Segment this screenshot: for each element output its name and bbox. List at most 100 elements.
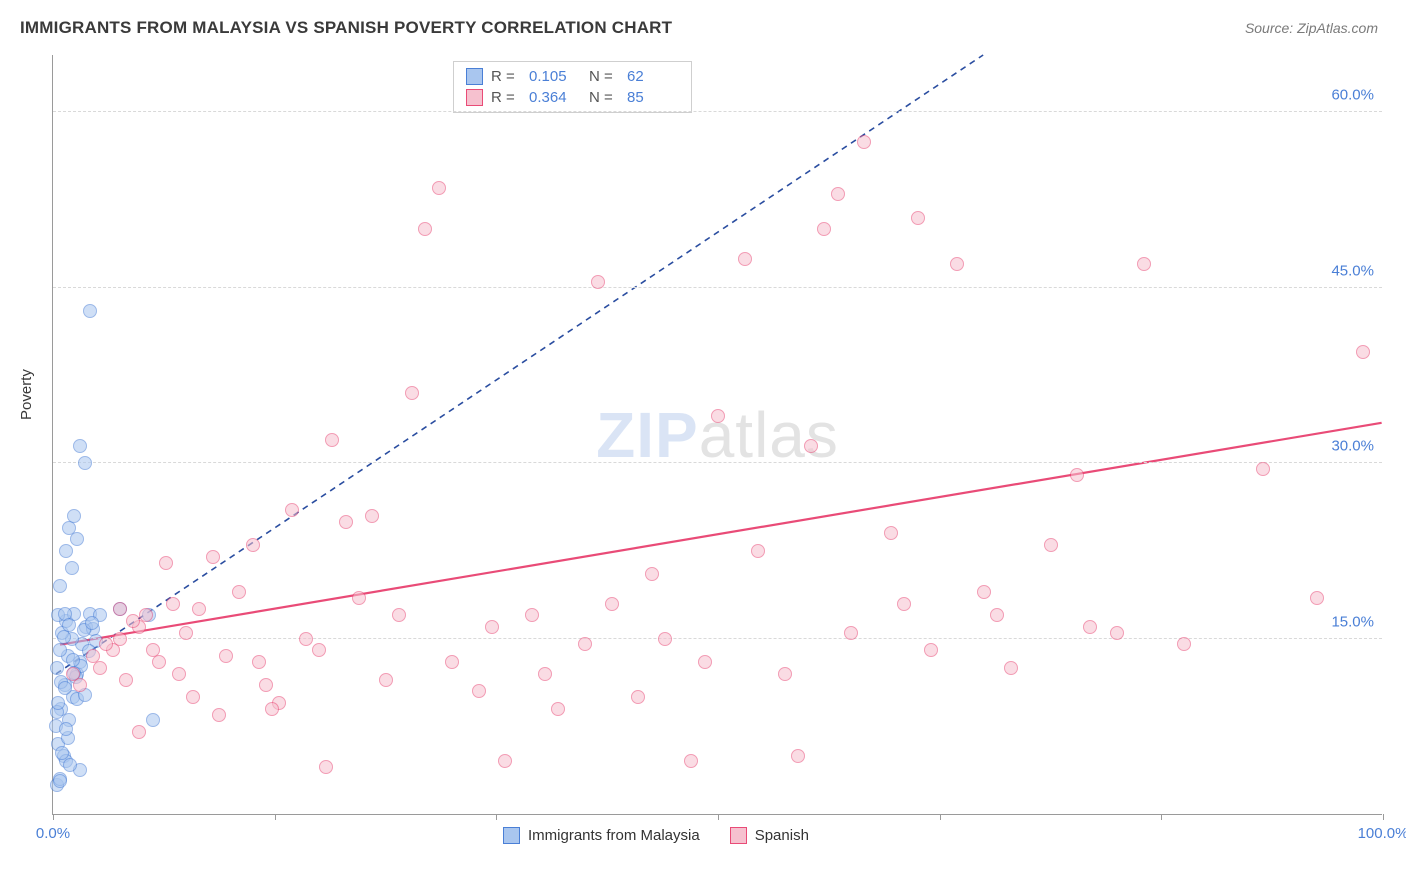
scatter-point-spanish <box>146 643 160 657</box>
scatter-point-malaysia <box>50 661 64 675</box>
legend-swatch <box>730 827 747 844</box>
scatter-point-spanish <box>578 637 592 651</box>
scatter-point-spanish <box>159 556 173 570</box>
scatter-point-malaysia <box>53 579 67 593</box>
scatter-point-spanish <box>791 749 805 763</box>
scatter-point-spanish <box>126 614 140 628</box>
x-tick-label: 100.0% <box>1358 825 1406 842</box>
scatter-point-spanish <box>73 678 87 692</box>
scatter-point-malaysia <box>83 304 97 318</box>
scatter-point-spanish <box>299 632 313 646</box>
scatter-point-malaysia <box>53 643 67 657</box>
y-tick-label: 30.0% <box>1331 438 1374 455</box>
y-axis-label: Poverty <box>18 369 35 420</box>
scatter-point-spanish <box>113 632 127 646</box>
scatter-point-spanish <box>206 550 220 564</box>
scatter-point-spanish <box>1177 637 1191 651</box>
scatter-point-spanish <box>352 591 366 605</box>
scatter-point-spanish <box>977 585 991 599</box>
gridline <box>53 111 1382 112</box>
legend-r-value: 0.364 <box>529 89 581 106</box>
scatter-point-spanish <box>911 211 925 225</box>
scatter-point-spanish <box>1137 257 1151 271</box>
y-tick-label: 60.0% <box>1331 87 1374 104</box>
scatter-point-spanish <box>751 544 765 558</box>
scatter-point-spanish <box>538 667 552 681</box>
scatter-point-spanish <box>259 678 273 692</box>
scatter-point-spanish <box>339 515 353 529</box>
scatter-point-spanish <box>119 673 133 687</box>
scatter-point-spanish <box>1070 468 1084 482</box>
scatter-point-malaysia <box>67 509 81 523</box>
scatter-point-spanish <box>1083 620 1097 634</box>
x-tick-mark <box>53 814 54 820</box>
scatter-point-spanish <box>645 567 659 581</box>
legend-bottom-item: Spanish <box>730 827 809 844</box>
legend-bottom-item: Immigrants from Malaysia <box>503 827 700 844</box>
legend-n-value: 85 <box>627 89 679 106</box>
scatter-point-malaysia <box>58 681 72 695</box>
scatter-point-spanish <box>884 526 898 540</box>
legend-r-value: 0.105 <box>529 68 581 85</box>
scatter-point-spanish <box>698 655 712 669</box>
legend-n-label: N = <box>589 68 619 85</box>
legend-series-label: Spanish <box>755 827 809 844</box>
scatter-point-spanish <box>252 655 266 669</box>
scatter-point-malaysia <box>65 561 79 575</box>
scatter-point-spanish <box>166 597 180 611</box>
scatter-point-malaysia <box>57 630 71 644</box>
x-tick-mark <box>496 814 497 820</box>
legend-swatch <box>466 89 483 106</box>
scatter-point-spanish <box>990 608 1004 622</box>
scatter-point-spanish <box>325 433 339 447</box>
scatter-point-spanish <box>418 222 432 236</box>
scatter-point-malaysia <box>59 544 73 558</box>
scatter-point-spanish <box>778 667 792 681</box>
correlation-legend: R =0.105N =62R =0.364N =85 <box>453 61 692 113</box>
scatter-point-spanish <box>605 597 619 611</box>
y-tick-label: 15.0% <box>1331 613 1374 630</box>
scatter-point-spanish <box>365 509 379 523</box>
scatter-point-spanish <box>1110 626 1124 640</box>
scatter-point-spanish <box>1356 345 1370 359</box>
scatter-point-spanish <box>219 649 233 663</box>
scatter-point-spanish <box>472 684 486 698</box>
scatter-point-spanish <box>591 275 605 289</box>
scatter-point-spanish <box>405 386 419 400</box>
legend-r-label: R = <box>491 89 521 106</box>
scatter-point-spanish <box>113 602 127 616</box>
scatter-point-malaysia <box>59 722 73 736</box>
scatter-point-spanish <box>172 667 186 681</box>
trend-lines-layer <box>53 55 1382 814</box>
source-attribution: Source: ZipAtlas.com <box>1245 20 1378 36</box>
scatter-point-spanish <box>844 626 858 640</box>
scatter-point-spanish <box>93 661 107 675</box>
scatter-point-spanish <box>192 602 206 616</box>
scatter-point-spanish <box>485 620 499 634</box>
scatter-point-spanish <box>246 538 260 552</box>
gridline <box>53 462 1382 463</box>
scatter-point-spanish <box>432 181 446 195</box>
trendline-spanish <box>60 423 1382 645</box>
legend-n-label: N = <box>589 89 619 106</box>
plot-area: ZIPatlas R =0.105N =62R =0.364N =85 Immi… <box>52 55 1382 815</box>
scatter-point-malaysia <box>70 532 84 546</box>
scatter-point-malaysia <box>63 758 77 772</box>
scatter-point-malaysia <box>53 774 67 788</box>
scatter-point-spanish <box>132 725 146 739</box>
scatter-point-spanish <box>139 608 153 622</box>
scatter-point-spanish <box>232 585 246 599</box>
scatter-point-spanish <box>631 690 645 704</box>
scatter-point-spanish <box>551 702 565 716</box>
scatter-point-malaysia <box>51 696 65 710</box>
scatter-point-spanish <box>831 187 845 201</box>
scatter-point-spanish <box>897 597 911 611</box>
scatter-point-spanish <box>817 222 831 236</box>
scatter-point-spanish <box>379 673 393 687</box>
scatter-point-spanish <box>319 760 333 774</box>
scatter-point-spanish <box>392 608 406 622</box>
legend-series-label: Immigrants from Malaysia <box>528 827 700 844</box>
scatter-point-spanish <box>1004 661 1018 675</box>
scatter-point-spanish <box>804 439 818 453</box>
scatter-point-spanish <box>711 409 725 423</box>
